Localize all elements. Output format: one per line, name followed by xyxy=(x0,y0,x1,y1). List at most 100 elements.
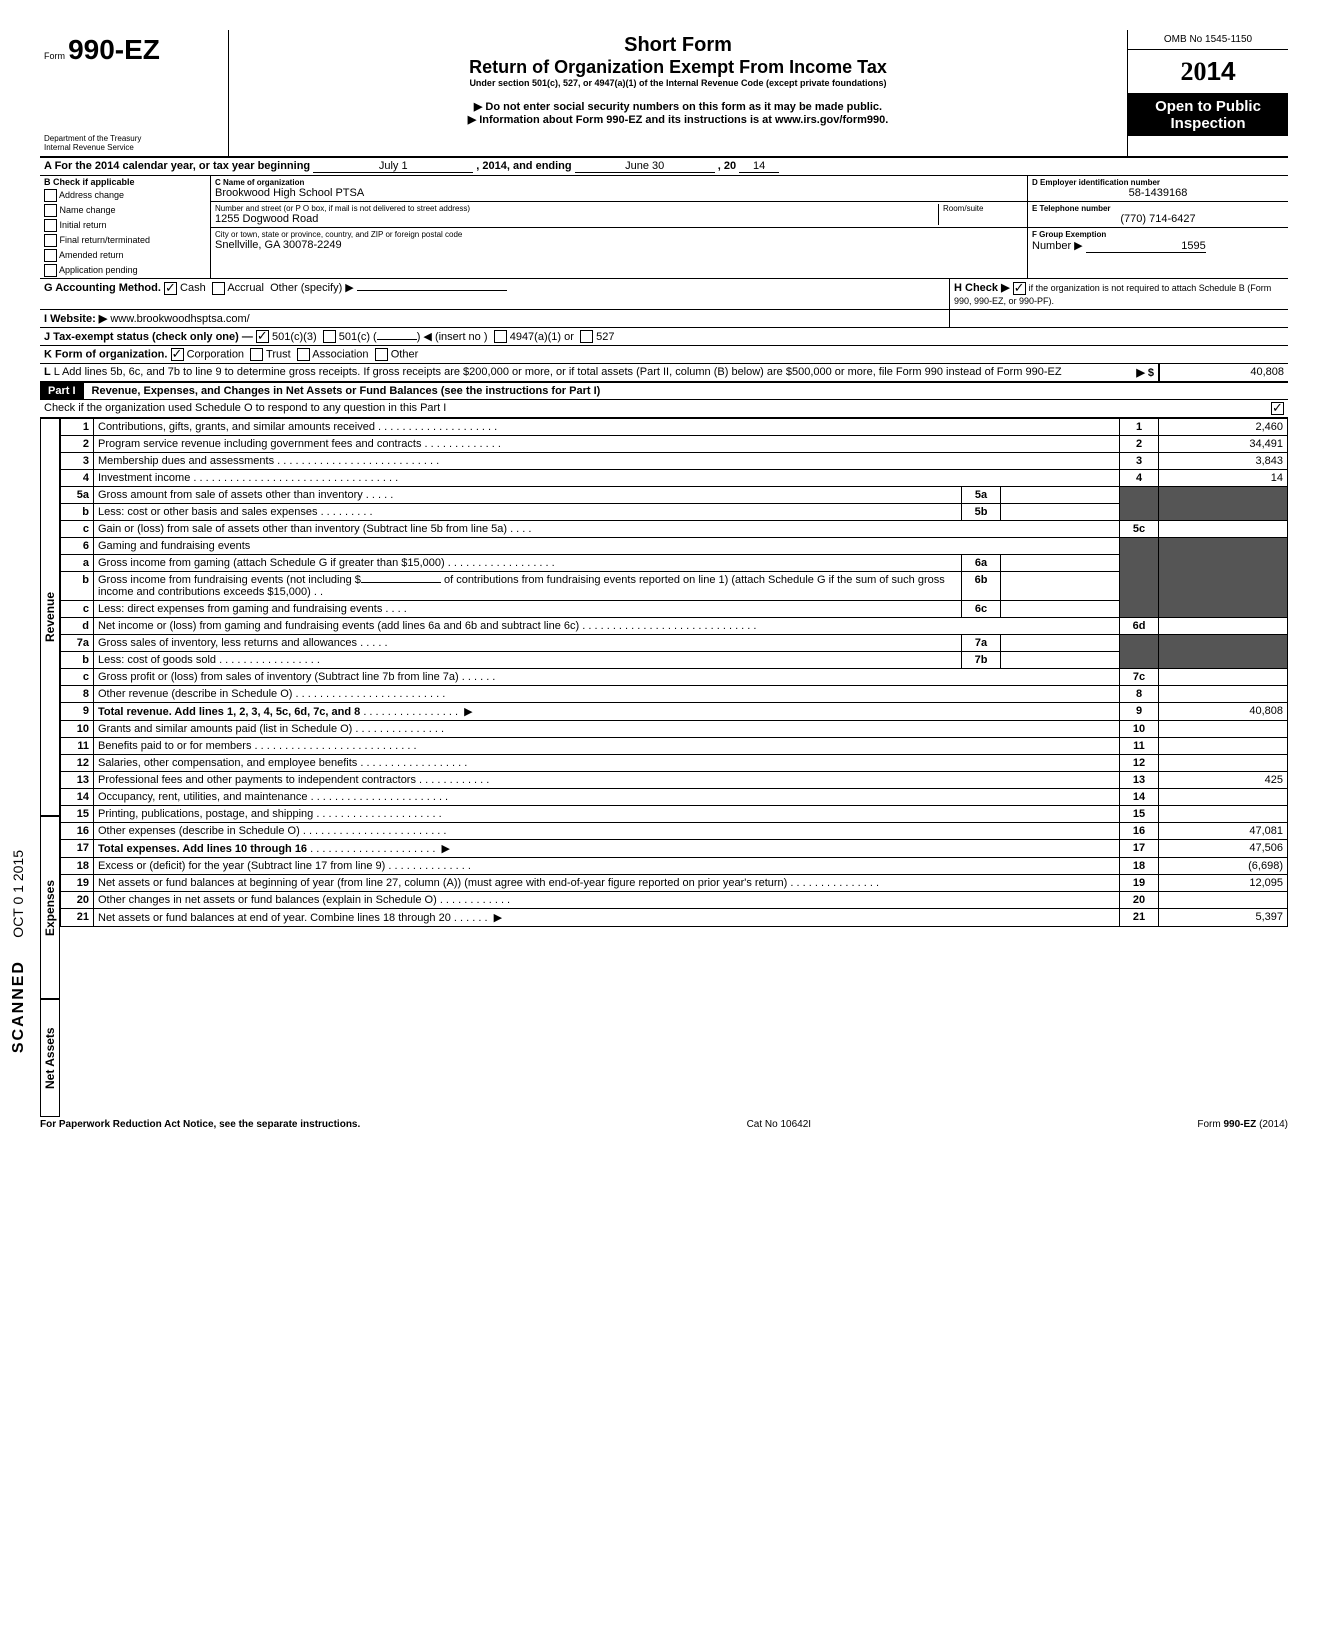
check-schedule-b[interactable] xyxy=(1013,282,1026,295)
check-address-change[interactable] xyxy=(44,189,57,202)
check-501c3[interactable] xyxy=(256,330,269,343)
org-name: Brookwood High School PTSA xyxy=(215,187,1023,199)
city-state-zip: Snellville, GA 30078-2249 xyxy=(215,239,1023,251)
h-label: H Check ▶ xyxy=(954,282,1010,294)
line-6d: dNet income or (loss) from gaming and fu… xyxy=(61,618,1288,635)
line-a: A For the 2014 calendar year, or tax yea… xyxy=(40,158,1288,176)
cat-no: Cat No 10642I xyxy=(747,1119,812,1130)
check-501c[interactable] xyxy=(323,330,336,343)
city-label: City or town, state or province, country… xyxy=(215,230,1023,239)
line-13: 13Professional fees and other payments t… xyxy=(61,772,1288,789)
line-16: 16Other expenses (describe in Schedule O… xyxy=(61,823,1288,840)
form-version: Form 990-EZ (2014) xyxy=(1197,1119,1288,1130)
dept-label: Department of the Treasury Internal Reve… xyxy=(44,134,224,152)
tax-year-end-yy: 14 xyxy=(739,160,779,173)
check-527[interactable] xyxy=(580,330,593,343)
check-schedule-o[interactable] xyxy=(1271,402,1284,415)
line-2: 2Program service revenue including gover… xyxy=(61,436,1288,453)
part-1-table: 1Contributions, gifts, grants, and simil… xyxy=(60,418,1288,927)
line-19: 19Net assets or fund balances at beginni… xyxy=(61,875,1288,892)
line-12: 12Salaries, other compensation, and empl… xyxy=(61,755,1288,772)
line-a-label: A For the 2014 calendar year, or tax yea… xyxy=(44,160,310,172)
part-1-title: Revenue, Expenses, and Changes in Net As… xyxy=(84,385,601,397)
i-label: I Website: ▶ xyxy=(44,313,107,325)
line-6a: aGross income from gaming (attach Schedu… xyxy=(61,555,1288,572)
check-amended-return[interactable] xyxy=(44,249,57,262)
line-5a: 5aGross amount from sale of assets other… xyxy=(61,487,1288,504)
form-header: Form 990-EZ Department of the Treasury I… xyxy=(40,30,1288,158)
line-20: 20Other changes in net assets or fund ba… xyxy=(61,892,1288,909)
room-suite-label: Room/suite xyxy=(938,204,1023,225)
d-label: D Employer identification number xyxy=(1032,178,1284,187)
line-k: K Form of organization. Corporation Trus… xyxy=(40,346,1288,364)
form-number: 990-EZ xyxy=(68,34,160,65)
l-arrow: ▶ $ xyxy=(1136,367,1154,379)
part-1-checkline: Check if the organization used Schedule … xyxy=(40,400,1288,418)
expenses-side-label: Expenses xyxy=(40,816,60,999)
title-short-form: Short Form xyxy=(237,34,1119,57)
title-return: Return of Organization Exempt From Incom… xyxy=(237,57,1119,78)
phone: (770) 714-6427 xyxy=(1032,213,1284,225)
check-association[interactable] xyxy=(297,348,310,361)
arrow-note-2: ▶ Information about Form 990-EZ and its … xyxy=(237,113,1119,126)
line-18: 18Excess or (deficit) for the year (Subt… xyxy=(61,858,1288,875)
part-1-label: Part I xyxy=(40,383,84,399)
revenue-side-label: Revenue xyxy=(40,418,60,816)
k-label: K Form of organization. xyxy=(44,349,167,361)
addr-label: Number and street (or P O box, if mail i… xyxy=(215,204,938,213)
schedule-o-check-text: Check if the organization used Schedule … xyxy=(44,402,446,414)
line-7b: bLess: cost of goods sold . . . . . . . … xyxy=(61,652,1288,669)
line-8: 8Other revenue (describe in Schedule O) … xyxy=(61,686,1288,703)
line-15: 15Printing, publications, postage, and s… xyxy=(61,806,1288,823)
line-l: L L Add lines 5b, 6c, and 7b to line 9 t… xyxy=(40,364,1288,382)
footer: For Paperwork Reduction Act Notice, see … xyxy=(40,1117,1288,1130)
ein: 58-1439168 xyxy=(1032,187,1284,199)
line-i: I Website: ▶ www.brookwoodhsptsa.com/ xyxy=(40,310,1288,328)
l-value: 40,808 xyxy=(1159,364,1288,381)
line-4: 4Investment income . . . . . . . . . . .… xyxy=(61,470,1288,487)
check-trust[interactable] xyxy=(250,348,263,361)
f-number-label: Number ▶ xyxy=(1032,240,1083,252)
line-10: 10Grants and similar amounts paid (list … xyxy=(61,721,1288,738)
website: www.brookwoodhsptsa.com/ xyxy=(110,313,249,325)
tax-year-end: June 30 xyxy=(575,160,715,173)
check-accrual[interactable] xyxy=(212,282,225,295)
line-a-suffix: , 20 xyxy=(718,160,736,172)
group-exemption-number: 1595 xyxy=(1086,240,1206,253)
check-other-org[interactable] xyxy=(375,348,388,361)
line-14: 14Occupancy, rent, utilities, and mainte… xyxy=(61,789,1288,806)
check-cash[interactable] xyxy=(164,282,177,295)
street-address: 1255 Dogwood Road xyxy=(215,213,938,225)
line-6: 6Gaming and fundraising events xyxy=(61,538,1288,555)
g-label: G Accounting Method. xyxy=(44,282,161,294)
line-6c: cLess: direct expenses from gaming and f… xyxy=(61,601,1288,618)
line-17: 17Total expenses. Add lines 10 through 1… xyxy=(61,840,1288,858)
omb-number: OMB No 1545-1150 xyxy=(1128,30,1288,50)
line-3: 3Membership dues and assessments . . . .… xyxy=(61,453,1288,470)
b-label: B Check if applicable xyxy=(40,176,210,188)
check-application-pending[interactable] xyxy=(44,264,57,277)
open-public: Open to Public Inspection xyxy=(1128,94,1288,136)
line-21: 21Net assets or fund balances at end of … xyxy=(61,909,1288,927)
j-label: J Tax-exempt status (check only one) — xyxy=(44,331,253,343)
e-label: E Telephone number xyxy=(1032,204,1284,213)
check-final-return[interactable] xyxy=(44,234,57,247)
check-initial-return[interactable] xyxy=(44,219,57,232)
line-g-h: G Accounting Method. Cash Accrual Other … xyxy=(40,279,1288,310)
line-a-mid: , 2014, and ending xyxy=(476,160,571,172)
tax-year-begin: July 1 xyxy=(313,160,473,173)
part-1-header: Part I Revenue, Expenses, and Changes in… xyxy=(40,382,1288,400)
line-7a: 7aGross sales of inventory, less returns… xyxy=(61,635,1288,652)
check-4947[interactable] xyxy=(494,330,507,343)
l-text: L Add lines 5b, 6c, and 7b to line 9 to … xyxy=(54,366,1062,378)
c-label: C Name of organization xyxy=(215,178,1023,187)
f-label: F Group Exemption xyxy=(1032,230,1284,239)
net-assets-side-label: Net Assets xyxy=(40,999,60,1117)
line-6b: bGross income from fundraising events (n… xyxy=(61,572,1288,601)
oct-date-stamp: OCT 0 1 2015 xyxy=(10,850,26,938)
subtitle: Under section 501(c), 527, or 4947(a)(1)… xyxy=(237,78,1119,88)
line-j: J Tax-exempt status (check only one) — 5… xyxy=(40,328,1288,347)
scanned-stamp: SCANNED xyxy=(10,960,28,1053)
check-name-change[interactable] xyxy=(44,204,57,217)
check-corporation[interactable] xyxy=(171,348,184,361)
